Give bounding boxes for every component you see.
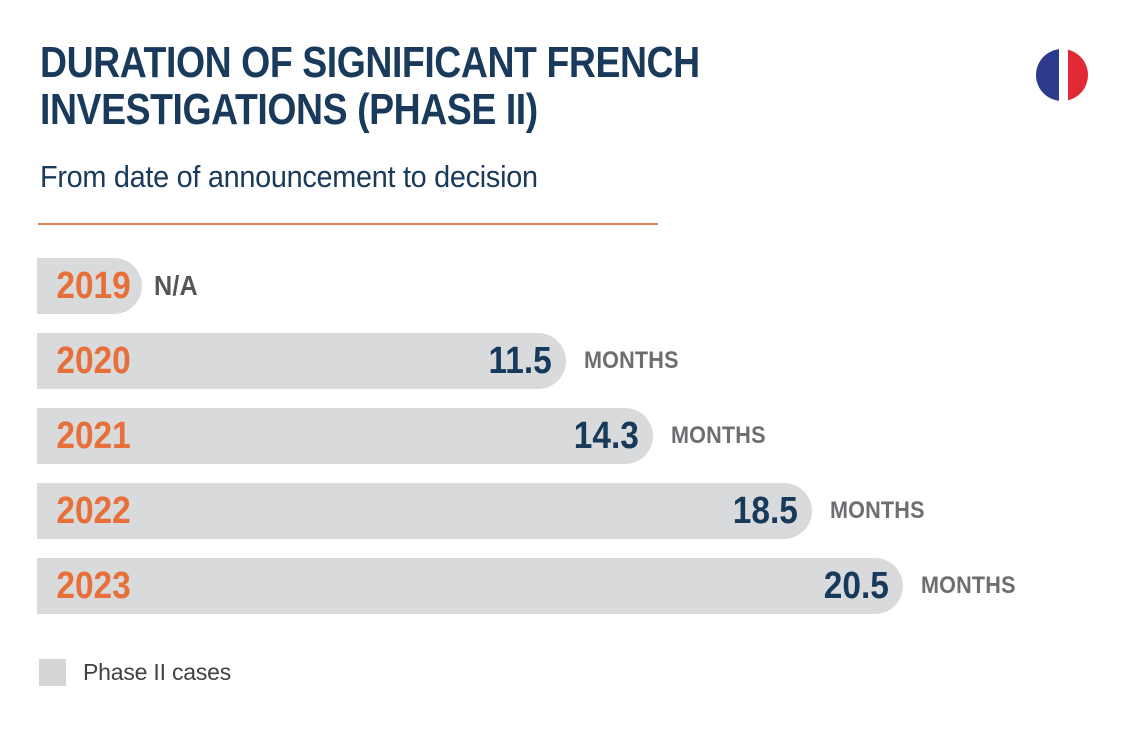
unit-label: MONTHS (830, 497, 925, 524)
header: DURATION OF SIGNIFICANT FRENCH INVESTIGA… (40, 38, 1020, 195)
legend-label: Phase II cases (83, 659, 232, 685)
flag-blue-stripe (1036, 49, 1059, 101)
bar: 2019 (37, 258, 142, 314)
unit-label: MONTHS (671, 422, 766, 449)
chart-row: 2023 20.5 MONTHS (37, 558, 1117, 614)
year-label: 2019 (56, 265, 131, 307)
year-label: 2023 (56, 565, 131, 607)
chart-row: 2021 14.3 MONTHS (37, 408, 1117, 464)
page-title-line1: DURATION OF SIGNIFICANT FRENCH (40, 38, 700, 87)
value-label: 11.5 (488, 340, 552, 382)
year-label: 2021 (56, 415, 131, 457)
unit-label: MONTHS (584, 347, 679, 374)
legend: Phase II cases (39, 659, 231, 686)
flag-red-stripe (1067, 49, 1088, 101)
chart-row: 2020 11.5 MONTHS (37, 333, 1117, 389)
bar: 2023 20.5 (37, 558, 903, 614)
legend-swatch (39, 659, 66, 686)
bar: 2021 14.3 (37, 408, 653, 464)
flag-white-stripe (1058, 49, 1068, 101)
france-flag-icon (1036, 49, 1088, 101)
value-label: 20.5 (823, 565, 889, 607)
chart-row: 2019 N/A (37, 258, 1117, 314)
year-label: 2020 (56, 340, 131, 382)
subtitle: From date of announcement to decision (40, 159, 538, 195)
value-label: 14.3 (573, 415, 639, 457)
bar: 2022 18.5 (37, 483, 812, 539)
unit-label: MONTHS (921, 572, 1016, 599)
value-label: 18.5 (732, 490, 798, 532)
na-label: N/A (154, 270, 198, 301)
page-title-line2: INVESTIGATIONS (PHASE II) (40, 84, 538, 134)
title-divider (38, 223, 658, 225)
chart-row: 2022 18.5 MONTHS (37, 483, 1117, 539)
bar: 2020 11.5 (37, 333, 566, 389)
year-label: 2022 (56, 490, 131, 532)
page-title: DURATION OF SIGNIFICANT FRENCH INVESTIGA… (40, 38, 873, 134)
bar-chart: 2019 N/A 2020 11.5 MONTHS 2021 14.3 MONTHS 2022 1… (37, 258, 1117, 633)
